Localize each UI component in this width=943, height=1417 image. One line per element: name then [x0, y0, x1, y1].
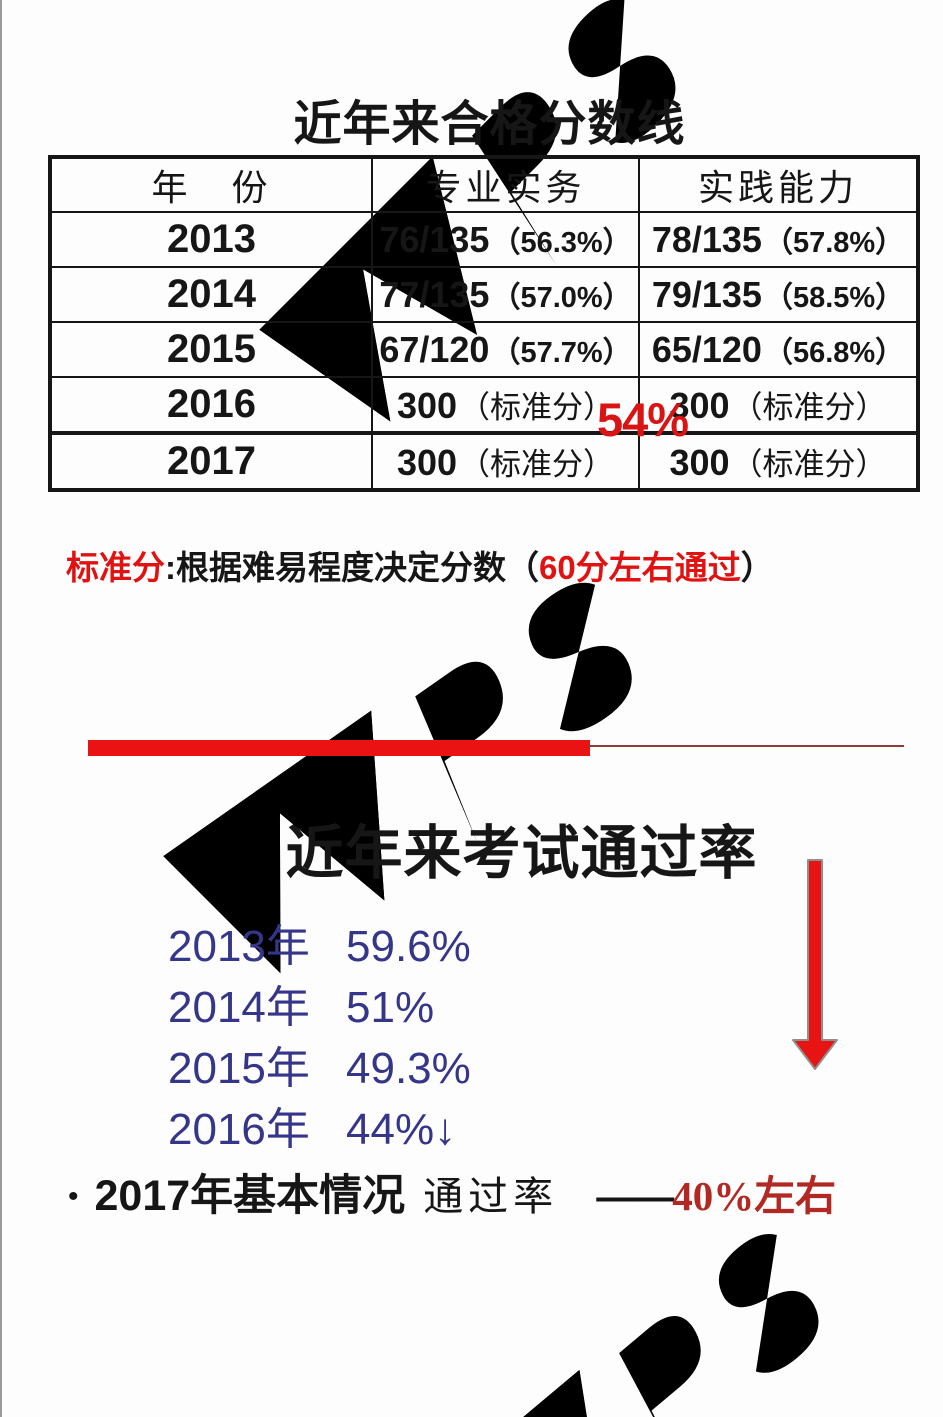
page-left-edge — [0, 0, 2, 1417]
pass-rate-list: 2013年 59.6% 2014年 51% 2015年 49.3% 2016年 44%↓ — [168, 916, 471, 1160]
pass-rate-annotation: 54% — [597, 393, 689, 446]
col-header-ability: 实践能力 — [638, 156, 919, 213]
score-value: 76/135 — [379, 218, 490, 260]
table-row: 2016 300（标准分） 300（标准分） — [49, 376, 919, 434]
score-note: （标准分） — [731, 447, 887, 482]
thin-divider-line — [588, 745, 904, 747]
score-note: （56.3%） — [491, 226, 632, 259]
pass-rate-row: 2014年 51% — [168, 977, 471, 1038]
score-note: （标准分） — [459, 390, 615, 425]
score-note: （标准分） — [731, 390, 887, 425]
year-cell: 2017 — [49, 431, 373, 491]
col-header-practice: 专业实务 — [371, 156, 640, 213]
bullet-icon: • — [68, 1180, 79, 1213]
conclusion-title: 2017年基本情况 — [94, 1172, 406, 1220]
pass-rate-value: 49.3% — [346, 1044, 471, 1093]
table-row: 2014 77/135（57.0%） 79/135（58.5%） — [49, 266, 919, 323]
score-note: （57.8%） — [763, 226, 905, 259]
col-header-year: 年 份 — [49, 156, 373, 213]
passing-score-table: 年 份 专业实务 实践能力 2013 76/135（56.3%） 78/135（… — [48, 155, 920, 492]
pass-rate-year: 2016年 — [168, 1105, 310, 1154]
practice-score-cell: 76/135（56.3%） — [371, 211, 640, 268]
year-cell: 2013 — [49, 211, 373, 268]
red-divider-bar — [88, 740, 590, 756]
score-value: 79/135 — [651, 273, 762, 315]
standard-score-note: 标准分:根据难易程度决定分数（60分左右通过） — [66, 541, 774, 589]
pass-rate-row: 2015年 49.3% — [168, 1038, 471, 1099]
ability-score-cell: 78/135（57.8%） — [638, 211, 919, 268]
score-value: 300 — [396, 442, 458, 483]
ability-score-cell: 79/135（58.5%） — [638, 266, 919, 323]
pass-rate-value: 59.6% — [346, 922, 471, 971]
year-cell: 2015 — [49, 321, 373, 378]
pass-rate-row: 2013年 59.6% — [168, 916, 471, 977]
practice-score-cell: 77/135（57.0%） — [371, 266, 640, 323]
conclusion-line: • 2017年基本情况 通过率 ——40%左右 — [68, 1167, 836, 1235]
score-note: （58.5%） — [763, 281, 905, 314]
pass-rate-year: 2013年 — [168, 922, 310, 971]
note-colon: : — [165, 549, 176, 586]
pass-rate-year: 2014年 — [168, 983, 310, 1032]
section1-title: 近年来合格分数线 — [293, 98, 686, 151]
note-lead: 标准分 — [66, 549, 165, 586]
ability-score-cell: 65/120（56.8%） — [638, 321, 919, 378]
score-value: 65/120 — [651, 328, 762, 370]
conclusion-value: 40%左右 — [672, 1173, 837, 1219]
pass-rate-value: 51% — [346, 983, 435, 1032]
conclusion-label: 通过率 — [423, 1174, 559, 1219]
year-cell: 2014 — [49, 266, 373, 323]
note-close: ） — [740, 549, 774, 586]
score-value: 300 — [669, 442, 730, 483]
score-value: 67/120 — [379, 328, 490, 370]
score-value: 300 — [396, 385, 458, 426]
note-body: 根据难易程度决定分数（ — [176, 549, 539, 586]
down-arrow-icon — [791, 857, 839, 1077]
score-note: （标准分） — [459, 447, 615, 482]
pass-rate-value: 44%↓ — [346, 1105, 457, 1154]
score-value: 77/135 — [379, 273, 490, 315]
table-row: 2017 300（标准分） 300（标准分） — [49, 431, 919, 491]
table-row: 2015 67/120（57.7%） 65/120（56.8%） — [49, 321, 919, 378]
pass-rate-year: 2015年 — [168, 1044, 310, 1093]
score-note: （57.7%） — [491, 336, 632, 369]
score-note: （57.0%） — [491, 281, 632, 314]
score-value: 78/135 — [651, 218, 762, 260]
year-cell: 2016 — [49, 376, 373, 434]
table-row: 2013 76/135（56.3%） 78/135（57.8%） — [49, 211, 919, 268]
conclusion-dash: —— — [596, 1175, 674, 1219]
table-header-row: 年 份 专业实务 实践能力 — [49, 156, 919, 213]
note-highlight: 60分左右通过 — [539, 549, 741, 586]
score-note: （56.8%） — [763, 336, 905, 369]
practice-score-cell: 67/120（57.7%） — [371, 321, 640, 378]
pass-rate-row: 2016年 44%↓ — [168, 1099, 471, 1160]
